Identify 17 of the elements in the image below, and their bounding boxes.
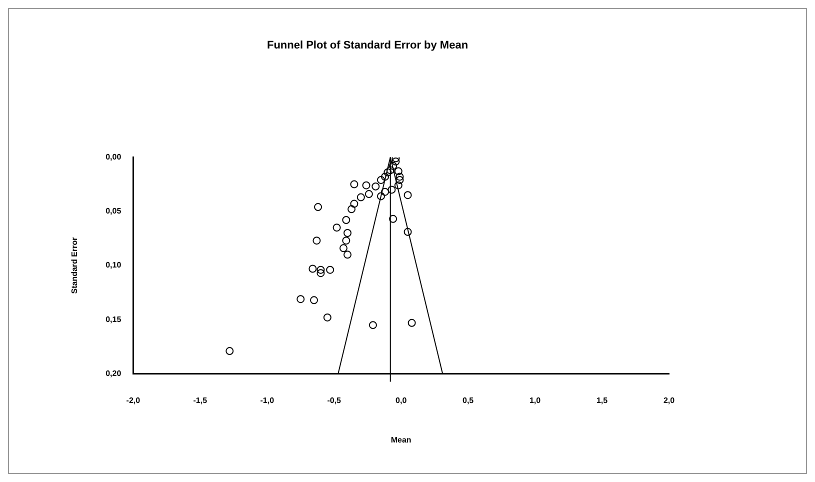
x-tick-label: -2,0 [126, 396, 141, 405]
x-axis-title: Mean [390, 435, 412, 444]
x-tick-label: -1,0 [260, 396, 275, 405]
y-axis-title: Standard Error [70, 237, 80, 294]
x-tick-label: 2,0 [663, 396, 676, 405]
x-tick-label: 0,5 [462, 396, 474, 405]
chart-title: Funnel Plot of Standard Error by Mean [266, 40, 468, 52]
x-tick-label: -1,5 [193, 396, 208, 405]
y-tick-label: 0,10 [106, 260, 122, 270]
y-tick-label: 0,00 [106, 152, 122, 162]
x-tick-label: -0,5 [327, 396, 342, 405]
x-tick-label: 1,0 [529, 396, 542, 405]
y-tick-label: 0,05 [106, 206, 122, 216]
x-tick-label: 1,5 [596, 396, 608, 405]
y-tick-label: 0,15 [106, 314, 122, 324]
y-tick-label: 0,20 [106, 369, 122, 378]
x-tick-label: 0,0 [396, 396, 408, 405]
